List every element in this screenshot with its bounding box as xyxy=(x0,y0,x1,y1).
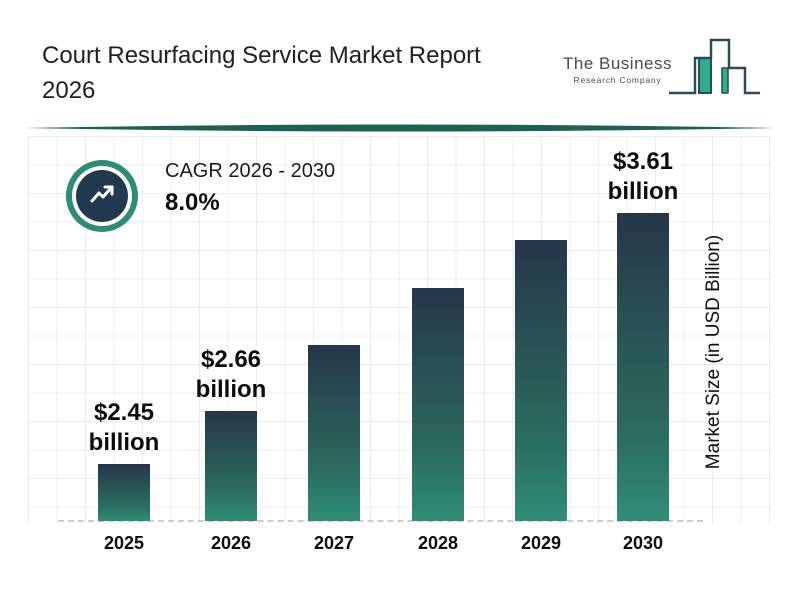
bar-value-label-2025: $2.45 billion xyxy=(88,399,160,456)
x-axis-tick-label-2030: 2030 xyxy=(622,533,664,553)
bar-column-2030: $3.61 billion xyxy=(588,0,698,521)
bar-2027 xyxy=(308,345,360,521)
cagr-text-block: CAGR 2026 - 2030 8.0% xyxy=(165,160,335,217)
trending-up-icon xyxy=(90,185,114,203)
page-title-line2: 2026 xyxy=(42,77,96,104)
bar-value-label-2026: $2.66 billion xyxy=(195,346,267,403)
company-logo-text: The Business Research Company xyxy=(563,54,672,85)
page-title-line1: Court Resurfacing Service Market Report xyxy=(42,42,481,69)
x-axis-tick-label-2027: 2027 xyxy=(313,533,355,553)
company-name: The Business xyxy=(563,54,672,73)
x-axis-tick-label-2025: 2025 xyxy=(103,533,145,553)
x-axis-tick-label-2028: 2028 xyxy=(417,533,459,553)
bar-2026 xyxy=(205,411,257,521)
x-axis-tick-label-2026: 2026 xyxy=(210,533,252,553)
bar-value-label-2030: $3.61 billion xyxy=(607,148,679,205)
company-logo: The Business Research Company xyxy=(552,28,762,112)
bar-column-2028 xyxy=(383,0,493,521)
bar-column-2029 xyxy=(486,0,596,521)
bar-2025 xyxy=(98,464,150,521)
x-axis-baseline xyxy=(58,520,703,522)
cagr-badge xyxy=(76,170,128,222)
page-title: Court Resurfacing Service Market Report … xyxy=(42,38,562,108)
bar-2030 xyxy=(617,213,669,521)
cagr-value: 8.0% xyxy=(165,189,220,216)
bar-column-2025: $2.45 billion xyxy=(69,0,179,521)
cagr-period-label: CAGR 2026 - 2030 xyxy=(165,160,336,182)
y-axis-label: Market Size (in USD Billion) xyxy=(703,234,724,470)
x-axis-tick-label-2029: 2029 xyxy=(520,533,562,553)
bar-2028 xyxy=(412,288,464,521)
header-divider xyxy=(25,124,775,132)
bar-2029 xyxy=(515,240,567,521)
bar-column-2027 xyxy=(279,0,389,521)
bar-chart-logo-icon xyxy=(669,38,760,95)
bar-column-2026: $2.66 billion xyxy=(176,0,286,521)
company-subname: Research Company xyxy=(573,75,662,85)
